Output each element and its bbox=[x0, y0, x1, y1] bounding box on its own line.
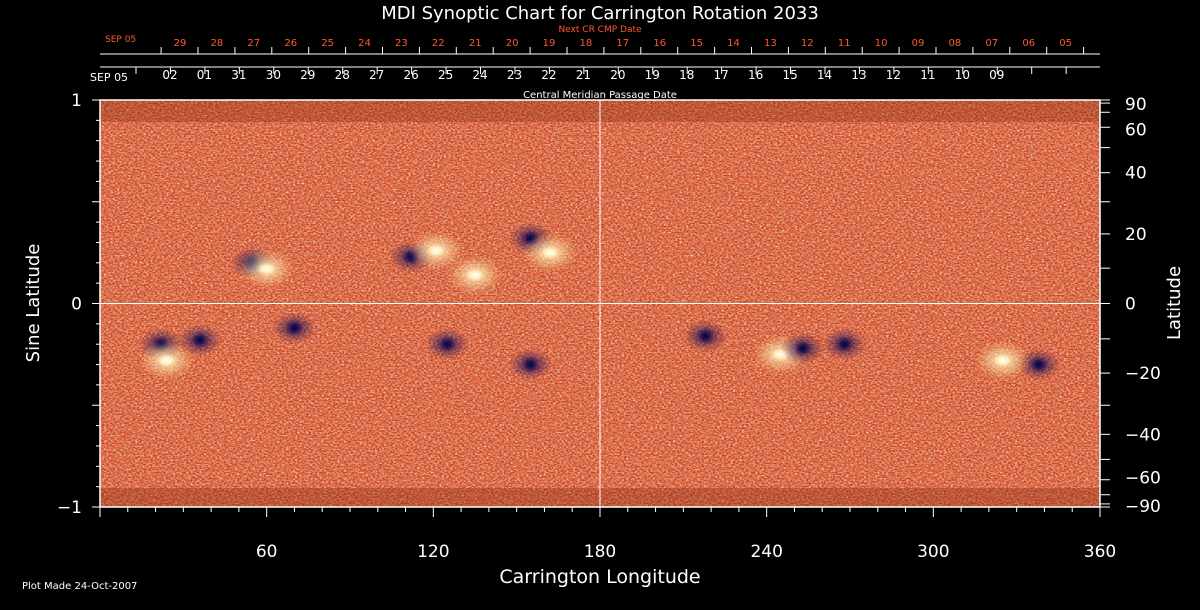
y-right-tick-label: 90 bbox=[1125, 95, 1147, 115]
next-cr-date-label: 05 bbox=[1059, 38, 1072, 49]
next-cr-date-label: 19 bbox=[543, 38, 556, 49]
x-tick-label: 240 bbox=[750, 542, 782, 562]
cmp-date-label: 20 bbox=[610, 68, 625, 82]
cmp-date-label: 23 bbox=[507, 68, 522, 82]
next-cr-date-label: 24 bbox=[358, 38, 371, 49]
negative-polarity-core bbox=[191, 332, 209, 349]
next-cr-date-label: 06 bbox=[1022, 38, 1035, 49]
negative-polarity-core bbox=[438, 336, 457, 353]
x-tick-label: 60 bbox=[256, 542, 278, 562]
cmp-date-label: 18 bbox=[679, 68, 694, 82]
next-cr-date-label: 08 bbox=[949, 38, 962, 49]
negative-polarity-core bbox=[835, 336, 854, 353]
x-tick-label: 300 bbox=[917, 542, 949, 562]
cmp-date-axis: 02 01 31 30 29 28 27 26 25 24 23 22 21 20 19 18 17 16 15 14… bbox=[100, 66, 1100, 82]
y-axis-right-label: Latitude bbox=[1164, 266, 1185, 340]
y-right-tick-label: −20 bbox=[1125, 364, 1161, 384]
positive-polarity-core bbox=[154, 352, 179, 369]
cmp-date-label: 10 bbox=[955, 68, 970, 82]
cmp-date-label: 02 bbox=[162, 68, 177, 82]
axes: 60 120 180 240 300 360 1 0 −1 90 60 40 20 0 −20 −40 −60 −… bbox=[57, 91, 1161, 562]
next-cr-date-label: 23 bbox=[395, 38, 408, 49]
next-cr-date-label: 15 bbox=[690, 38, 703, 49]
negative-polarity-core bbox=[793, 340, 812, 357]
y-axis-left-label: Sine Latitude bbox=[23, 244, 44, 363]
next-cr-start-label: SEP 05 bbox=[105, 35, 136, 45]
next-cr-date-label: 12 bbox=[801, 38, 814, 49]
next-cr-date-label: 18 bbox=[580, 38, 593, 49]
cmp-date-label: 22 bbox=[541, 68, 556, 82]
cmp-date-label: 11 bbox=[920, 68, 935, 82]
cmp-date-label: 19 bbox=[645, 68, 660, 82]
cmp-date-label: 12 bbox=[886, 68, 901, 82]
next-cr-date-axis: 29 28 27 26 25 24 23 22 21 20 19 18 17 16 15 14 13 12 11 10… bbox=[100, 38, 1100, 55]
next-cr-date-label: 28 bbox=[211, 38, 224, 49]
next-cr-date-label: 14 bbox=[727, 38, 740, 49]
next-cr-date-label: 20 bbox=[506, 38, 519, 49]
next-cr-date-label: 07 bbox=[985, 38, 998, 49]
x-tick-label: 120 bbox=[417, 542, 449, 562]
x-tick-label: 180 bbox=[584, 542, 616, 562]
y-left-tick-label: 0 bbox=[71, 295, 82, 315]
cmp-date-label: 28 bbox=[335, 68, 350, 82]
cmp-date-label: 27 bbox=[369, 68, 384, 82]
positive-polarity-core bbox=[990, 352, 1015, 369]
positive-polarity-core bbox=[538, 244, 562, 261]
positive-polarity-core bbox=[463, 267, 487, 284]
next-cr-date-label: 22 bbox=[432, 38, 445, 49]
cmp-date-label: 09 bbox=[989, 68, 1004, 82]
next-cr-date-label: 21 bbox=[469, 38, 482, 49]
y-right-tick-label: 20 bbox=[1125, 225, 1147, 245]
cmp-date-label: 29 bbox=[300, 68, 315, 82]
x-axis-label: Carrington Longitude bbox=[499, 566, 700, 588]
cmp-date-label: 25 bbox=[438, 68, 453, 82]
y-right-tick-label: 60 bbox=[1125, 120, 1147, 140]
cmp-date-label: 31 bbox=[231, 68, 246, 82]
next-cr-date-label: 17 bbox=[616, 38, 629, 49]
next-cr-date-label: 10 bbox=[875, 38, 888, 49]
next-cr-axis-label: Next CR CMP Date bbox=[558, 25, 642, 35]
cmp-date-label: 13 bbox=[851, 68, 866, 82]
negative-polarity-core bbox=[696, 328, 715, 345]
cmp-axis-label: Central Meridian Passage Date bbox=[523, 90, 677, 101]
cmp-date-label: 15 bbox=[782, 68, 797, 82]
y-right-tick-label: 0 bbox=[1125, 295, 1136, 315]
y-right-tick-label: −60 bbox=[1125, 469, 1161, 489]
y-left-tick-label: 1 bbox=[71, 91, 82, 111]
y-right-tick-label: 40 bbox=[1125, 164, 1147, 184]
negative-polarity-core bbox=[285, 319, 304, 336]
chart-title: MDI Synoptic Chart for Carrington Rotati… bbox=[381, 3, 819, 24]
cmp-date-label: 30 bbox=[266, 68, 281, 82]
next-cr-date-label: 25 bbox=[321, 38, 334, 49]
cmp-date-label: 21 bbox=[576, 68, 591, 82]
cmp-date-label: 14 bbox=[817, 68, 832, 82]
cmp-date-label: 24 bbox=[472, 68, 487, 82]
cmp-date-label: 01 bbox=[197, 68, 212, 82]
next-cr-date-label: 27 bbox=[247, 38, 260, 49]
cmp-date-label: 17 bbox=[714, 68, 729, 82]
positive-polarity-core bbox=[424, 242, 449, 259]
negative-polarity-core bbox=[1029, 356, 1048, 373]
next-cr-date-label: 26 bbox=[284, 38, 297, 49]
active-regions bbox=[138, 222, 1061, 381]
cmp-start-label: SEP 05 bbox=[90, 71, 128, 84]
y-right-tick-label: −90 bbox=[1125, 497, 1161, 517]
plot-made-footer: Plot Made 24-Oct-2007 bbox=[22, 581, 137, 592]
y-left-tick-label: −1 bbox=[57, 498, 82, 518]
next-cr-date-label: 09 bbox=[912, 38, 925, 49]
cmp-date-label: 16 bbox=[748, 68, 763, 82]
cmp-date-label: 26 bbox=[404, 68, 419, 82]
next-cr-date-label: 16 bbox=[653, 38, 666, 49]
negative-polarity-core bbox=[521, 356, 540, 373]
positive-polarity-core bbox=[254, 260, 279, 277]
next-cr-date-label: 13 bbox=[764, 38, 777, 49]
next-cr-date-label: 29 bbox=[174, 38, 187, 49]
next-cr-date-label: 11 bbox=[838, 38, 851, 49]
x-tick-label: 360 bbox=[1084, 542, 1116, 562]
y-right-tick-label: −40 bbox=[1125, 425, 1161, 445]
